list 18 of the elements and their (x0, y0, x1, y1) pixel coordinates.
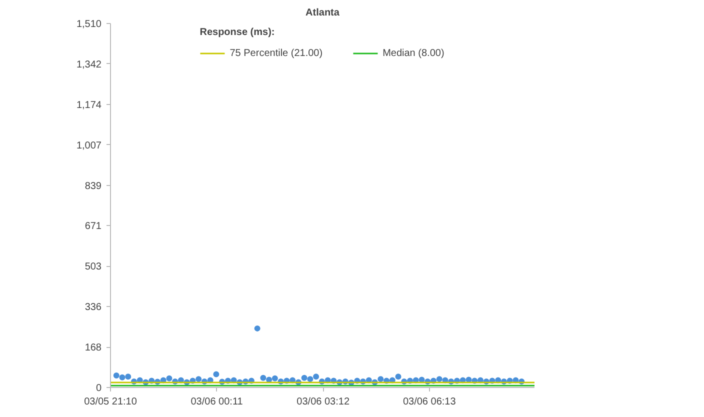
y-tick-label: 1,342 (76, 60, 102, 70)
x-tick-label: 03/06 06:13 (402, 396, 456, 408)
legend-label: Median (8.00) (382, 48, 444, 58)
y-tick-label: 1,510 (76, 19, 102, 30)
x-tick-label: 03/05 21:10 (84, 396, 138, 408)
legend-label: 75 Percentile (21.00) (230, 48, 323, 58)
y-tick-label: 1,007 (76, 140, 102, 152)
y-tick-label: 336 (84, 302, 102, 314)
y-tick-label: 0 (96, 383, 102, 394)
y-tick-label: 671 (84, 221, 102, 232)
y-tick-label: 1,174 (76, 100, 102, 111)
y-tick-label: 503 (84, 262, 102, 273)
y-tick-label: 168 (84, 342, 102, 354)
legend-title: Response (ms): (200, 27, 276, 38)
chart-title: Atlanta (306, 8, 340, 18)
y-tick-label: 839 (84, 180, 102, 192)
x-tick-label: 03/06 00:11 (190, 396, 244, 408)
x-tick-label: 03/06 03:12 (296, 396, 350, 408)
